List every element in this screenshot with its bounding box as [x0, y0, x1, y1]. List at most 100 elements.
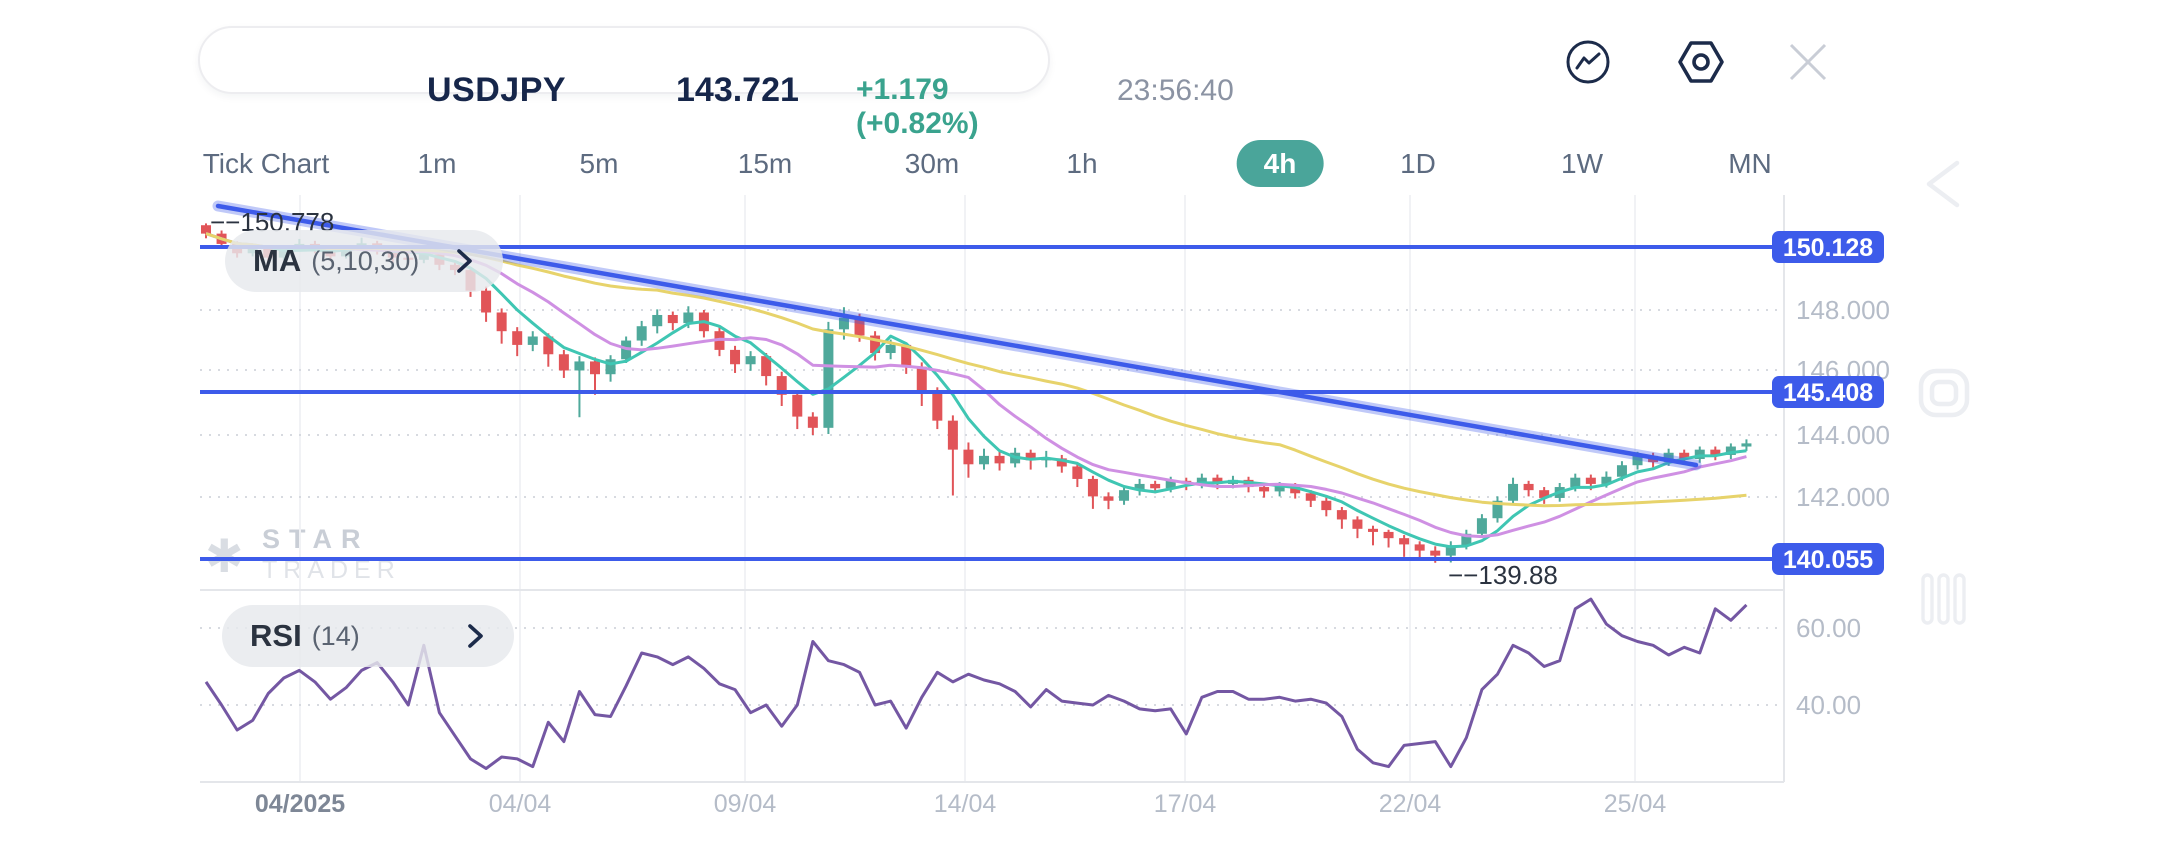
candle-body [652, 314, 663, 327]
date-axis-label: 17/04 [1154, 790, 1217, 818]
candle-body [1616, 465, 1627, 477]
candle-body [1585, 477, 1596, 484]
candle-body [963, 449, 974, 465]
candle-body [792, 394, 803, 417]
candle-body [1741, 443, 1752, 447]
candle-body [1508, 483, 1519, 501]
tab-15m[interactable]: 15m [737, 147, 793, 179]
tab-1d[interactable]: 1D [1400, 147, 1436, 179]
price-axis-label: 148.000 [1796, 295, 1890, 325]
price-line-badge-label: 140.055 [1783, 546, 1873, 574]
rsi-label: RSI [250, 618, 302, 653]
candle-body [1399, 538, 1410, 545]
candle-body [1725, 446, 1736, 455]
indicator-icon[interactable] [1564, 38, 1612, 86]
candle-body [1259, 487, 1270, 492]
candle-body [916, 366, 927, 392]
volume-bars-icon[interactable] [1918, 570, 1970, 628]
rsi-indicator-pill[interactable]: RSI (14) [222, 605, 514, 667]
price-line-badge-label: 150.128 [1783, 234, 1873, 262]
candle-body [1150, 483, 1161, 489]
chevron-right-icon [468, 624, 483, 648]
candle-body [994, 455, 1005, 464]
price-line-badge[interactable] [1772, 231, 1884, 263]
candle-body [901, 344, 912, 367]
candle-body [667, 314, 678, 324]
candle-body [1430, 550, 1441, 556]
date-axis-label: 22/04 [1379, 790, 1442, 818]
candle-body [1087, 478, 1098, 497]
tab-4h[interactable]: 4h [1236, 140, 1324, 187]
candle-body [1679, 452, 1690, 459]
candle-body [870, 335, 881, 354]
candle-body [683, 312, 694, 324]
candle-body [1119, 490, 1130, 501]
close-icon[interactable] [1784, 38, 1832, 86]
tab-1h[interactable]: 1h [1066, 147, 1098, 179]
ma-params: (5,10,30) [311, 245, 420, 276]
candle-body [1196, 477, 1207, 484]
candle-body [1290, 486, 1301, 494]
candle-body [761, 356, 772, 377]
panel-collapse-icon[interactable] [1915, 155, 1975, 215]
date-axis-label: 04/04 [489, 790, 552, 818]
candle-body [1461, 533, 1472, 546]
candle-body [636, 326, 647, 341]
price-line-badge[interactable] [1772, 543, 1884, 575]
price-axis-label: 144.000 [1796, 420, 1890, 450]
tab-30m[interactable]: 30m [904, 147, 960, 179]
price-line-badge-label: 145.408 [1783, 379, 1873, 407]
candle-body [979, 455, 989, 465]
candle-body [1445, 545, 1456, 556]
candle-body [201, 225, 211, 234]
candle-body [730, 349, 741, 365]
candle-body [1212, 477, 1223, 484]
candle-body [543, 336, 554, 355]
candle-body [1134, 483, 1145, 491]
rsi-line [204, 597, 1748, 770]
candle-body [1601, 476, 1612, 484]
candle-body [1352, 519, 1363, 529]
date-axis-label: 04/2025 [255, 790, 345, 818]
candle-body [1570, 477, 1581, 488]
price-axis-label: 142.000 [1796, 482, 1890, 512]
candle-body [1632, 455, 1643, 466]
ma-indicator-pill[interactable]: MA (5,10,30) [225, 230, 503, 292]
candle-body [590, 361, 600, 375]
candle-body [1025, 452, 1036, 461]
candle-body [1492, 500, 1503, 519]
candle-body [1476, 518, 1487, 534]
candle-body [1539, 490, 1550, 498]
low-price-annotation: −−139.88 [1448, 560, 1558, 590]
tab-1m[interactable]: 1m [417, 147, 457, 179]
tab-5m[interactable]: 5m [579, 147, 619, 179]
candle-body [512, 331, 523, 345]
tab-mn[interactable]: MN [1728, 147, 1772, 179]
rsi-params: (14) [311, 620, 360, 651]
tab-1w[interactable]: 1W [1561, 147, 1603, 179]
candle-body [1103, 496, 1114, 501]
screenshot-frame-icon[interactable] [1916, 367, 1972, 421]
price-line-badge[interactable] [1772, 376, 1884, 408]
watermark-text: STAR [262, 524, 370, 554]
price-change: +1.179 (+0.82%) [856, 73, 979, 140]
candle-body [496, 312, 507, 332]
candle-body [1336, 510, 1347, 520]
rsi-axis-label: 40.00 [1796, 690, 1861, 720]
candle-body [932, 391, 943, 421]
symbol-header-pill[interactable]: USDJPY 143.721 +1.179 (+0.82%) 23:56:40 [198, 26, 1234, 140]
candle-body [527, 336, 538, 345]
candle-body [481, 290, 492, 313]
candle-body [1072, 466, 1083, 479]
tab-tick-chart[interactable]: Tick Chart [202, 147, 330, 179]
date-axis-label: 14/04 [934, 790, 997, 818]
ma-label: MA [253, 243, 302, 278]
candle-body [745, 356, 756, 365]
candle-body [1368, 528, 1378, 532]
symbol-name: USDJPY [427, 71, 567, 109]
settings-icon[interactable] [1677, 38, 1725, 86]
candle-body [854, 317, 865, 336]
chevron-right-icon [457, 249, 472, 273]
candle-body [885, 344, 896, 354]
